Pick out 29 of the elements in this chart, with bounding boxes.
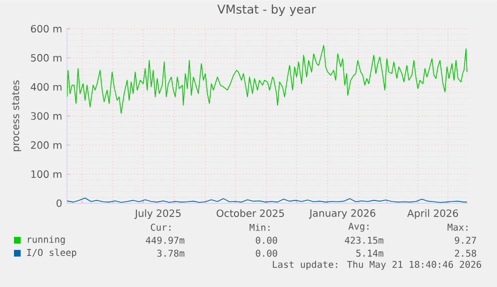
- text: 2.58: [454, 250, 476, 257]
- line-series: [67, 44, 468, 114]
- x-tick-label: April 2026: [407, 209, 458, 219]
- text: Cur:: [150, 224, 170, 231]
- text: 0.00: [256, 250, 278, 257]
- legend-label: I/O sleep: [27, 248, 76, 258]
- x-tick-label: October 2025: [216, 209, 284, 217]
- text: 449.97m: [146, 236, 184, 244]
- text: Avg:: [348, 222, 368, 232]
- y-tick-label: 200 m: [31, 141, 62, 149]
- text: 5.14m: [356, 250, 384, 257]
- text: 423.15m: [344, 236, 384, 244]
- x-tick-label: July 2025: [134, 209, 181, 219]
- legend-label: running: [28, 236, 65, 245]
- y-tick-label: 300 m: [31, 112, 62, 120]
- text: Max:: [448, 224, 468, 231]
- text: 9.27: [454, 236, 476, 244]
- text: 3.78m: [157, 250, 184, 257]
- text: Last update: Thu May 21 18:40:46 2026: [272, 260, 482, 270]
- y-axis-title: process states: [12, 80, 22, 152]
- y-tick-label: 400 m: [30, 83, 62, 91]
- y-tick-label: 500 m: [31, 54, 62, 62]
- text: 0.00: [256, 236, 278, 244]
- x-tick-label: January 2026: [308, 209, 376, 219]
- y-tick-label: 100 m: [31, 170, 62, 178]
- y-tick-label: 0: [56, 199, 62, 207]
- y-tick-label: 600 m: [30, 24, 62, 32]
- chart-title: VMstat - by year: [217, 4, 316, 16]
- text: Min:: [250, 224, 270, 231]
